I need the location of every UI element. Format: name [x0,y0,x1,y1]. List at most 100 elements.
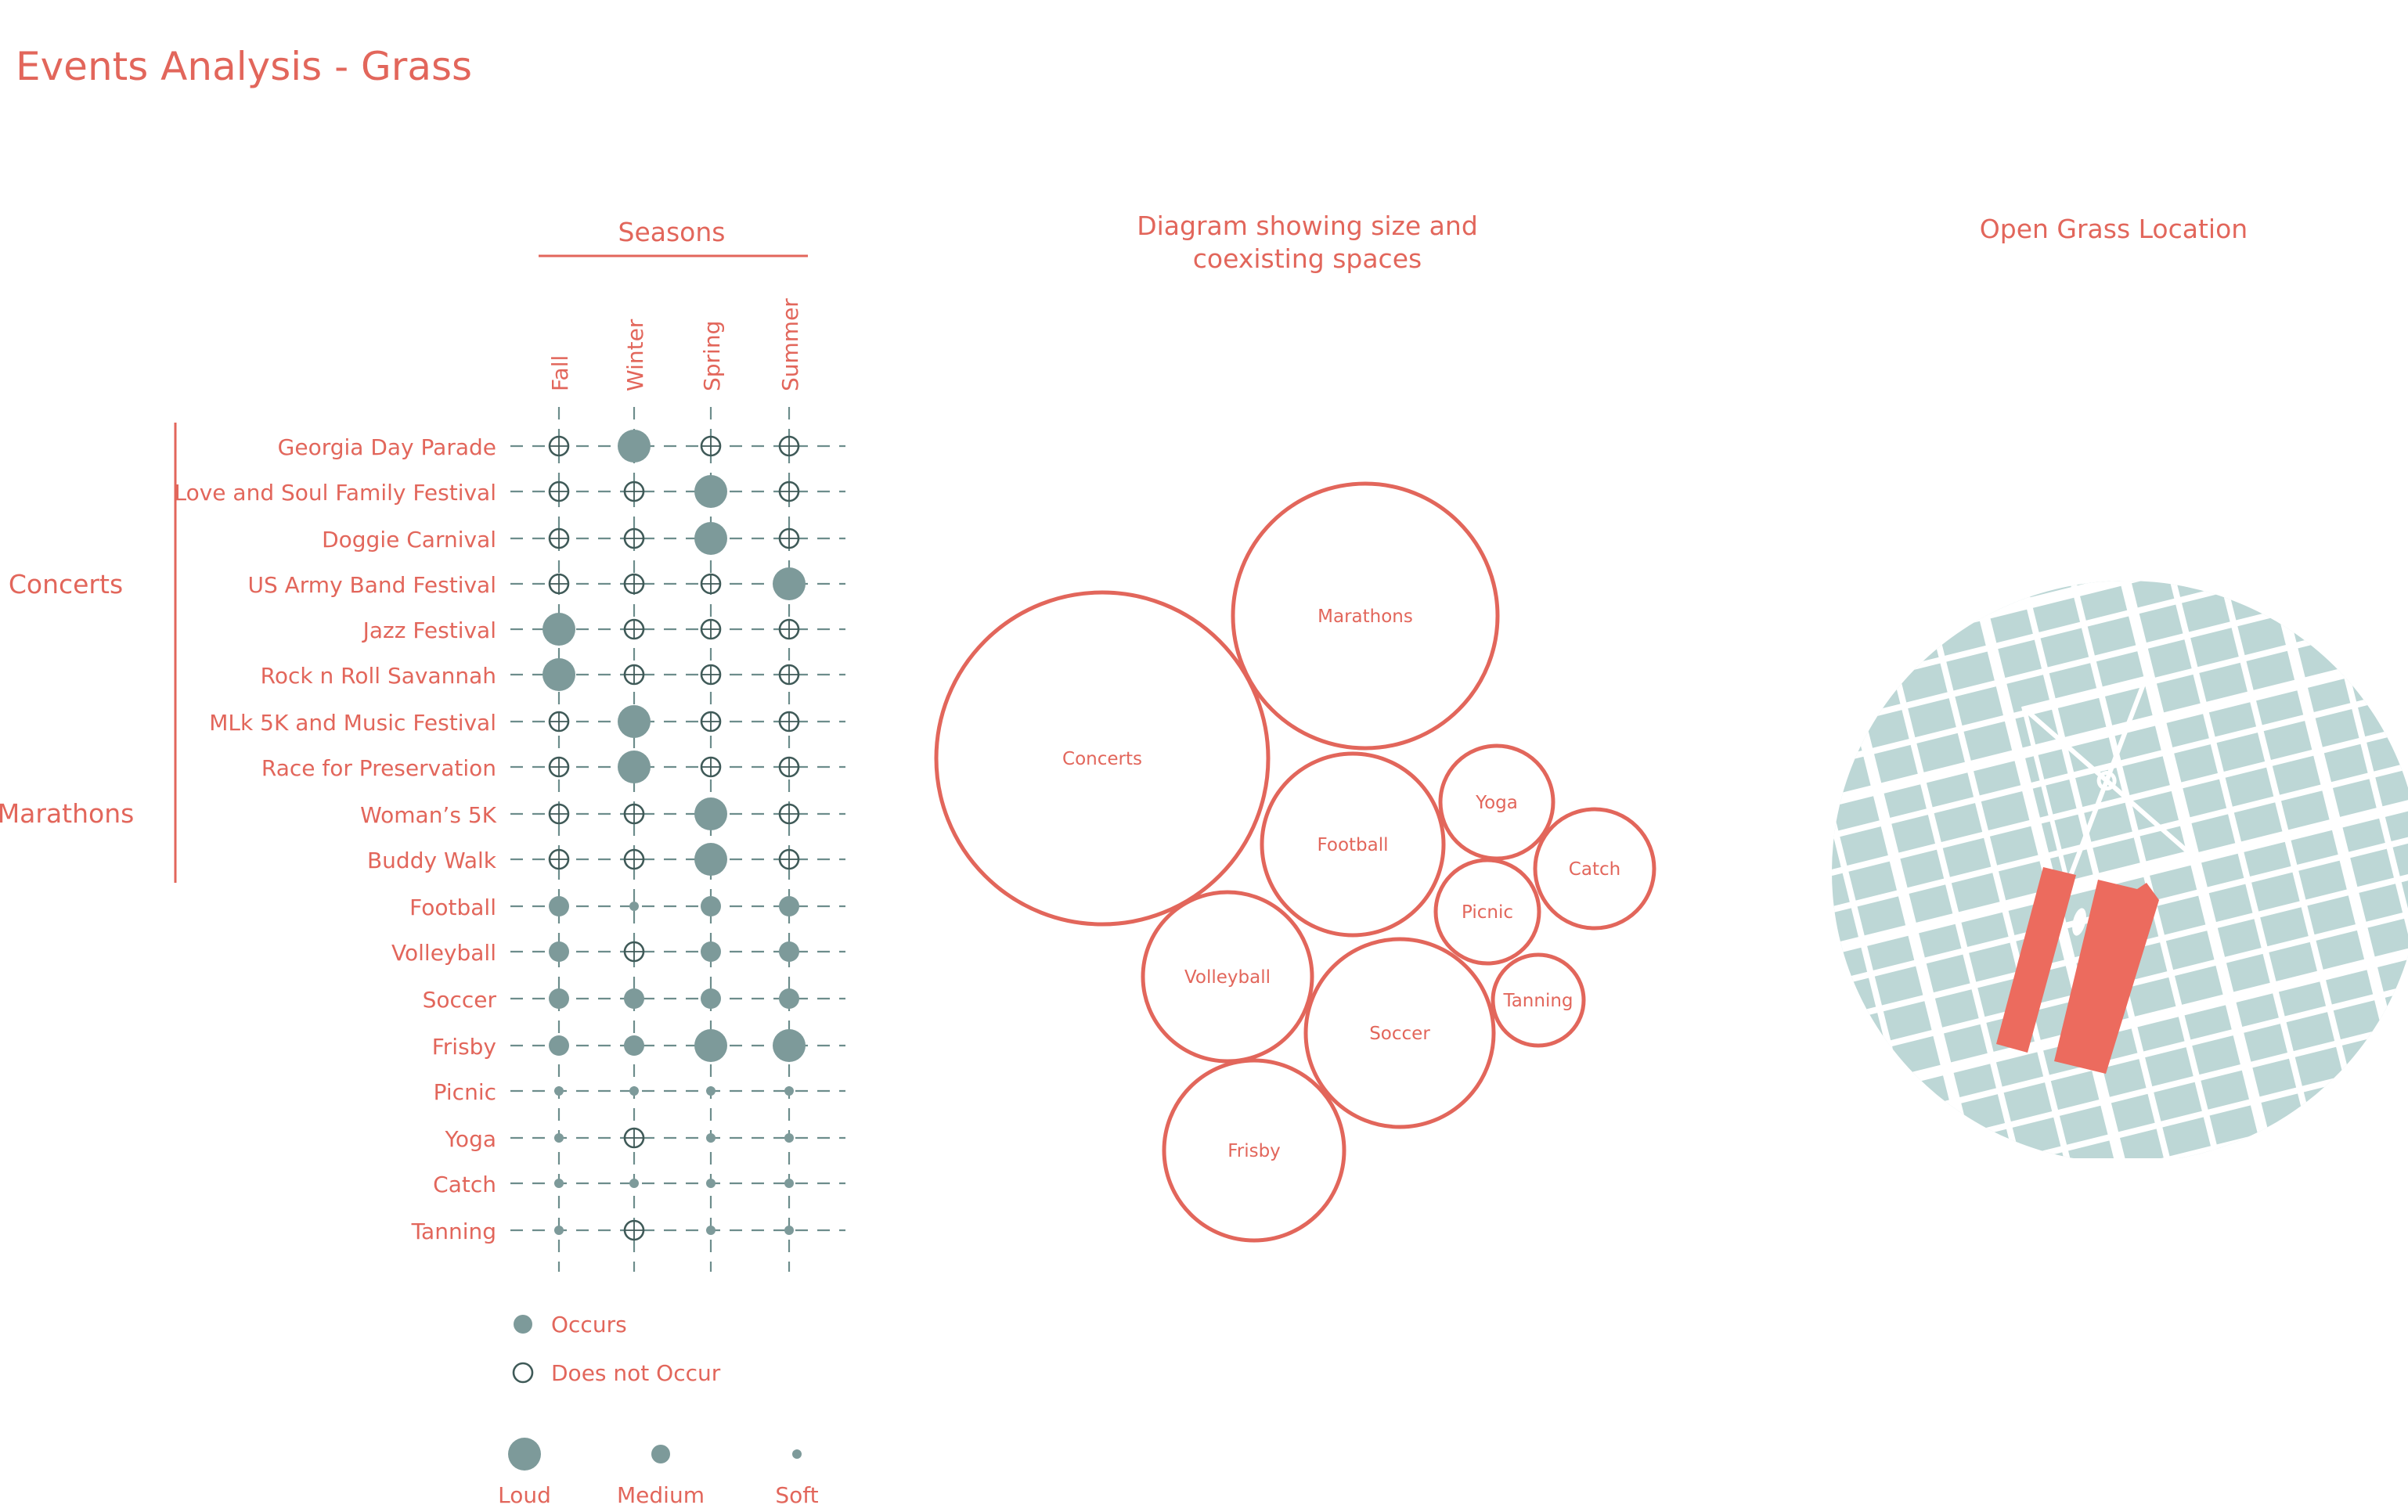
group-label: Concerts [9,569,123,599]
street [1832,864,2408,1079]
street [1832,581,1986,1158]
season-label-fall: Fall [547,355,573,391]
occurs-marker-loud [694,475,727,508]
occurs-marker-medium [549,941,569,962]
occurs-marker-medium [701,941,721,962]
seasons-matrix: Fall Winter Spring Summer Concerts Marathons G… [0,254,845,1508]
street [1832,794,2408,1010]
occurs-marker-medium [701,896,721,916]
open-grass-east [2054,880,2159,1074]
row-label: Frisby [432,1034,496,1060]
row-label: Catch [433,1172,496,1197]
occurs-marker-soft [554,1133,564,1143]
occurs-marker-medium [549,988,569,1009]
season-label-winter: Winter [622,319,648,391]
legend-occurs-label: Occurs [551,1312,627,1337]
occurs-marker-loud [694,522,727,555]
legend-medium-swatch [651,1445,670,1463]
occurs-marker-medium [549,1035,569,1056]
occurs-marker-loud [694,1029,727,1062]
diagram-header: Diagram showing size and coexisting spac… [1080,210,1534,275]
row-label: Doggie Carnival [322,527,496,553]
bubble-label-catch: Catch [1569,859,1620,880]
occurs-marker-soft [554,1179,564,1188]
park-path [2065,677,2148,884]
bubble-label-yoga: Yoga [1475,793,1518,813]
occurs-marker-soft [784,1086,794,1096]
open-grass-highlight [1996,867,2159,1074]
street [2072,581,2320,1158]
legend-loud-label: Loud [498,1482,551,1508]
street [1832,654,2408,869]
street [1884,581,2127,1158]
occurs-marker-soft [706,1133,716,1143]
legend-medium-label: Medium [617,1482,705,1508]
occurs-marker-loud [618,430,651,463]
street [2024,581,2269,1158]
bubble-label-football: Football [1317,835,1388,855]
bubble-label-frisby: Frisby [1227,1141,1281,1161]
site-map [1801,532,2408,1158]
season-label-summer: Summer [777,298,803,391]
row-label: Picnic [434,1079,496,1105]
group-label: Marathons [0,798,134,829]
bubble-tanning [1491,952,1586,1048]
bubble-frisby [1162,1058,1346,1243]
occurs-marker-soft [706,1226,716,1235]
street [1832,725,2408,940]
bubble-label-volleyball: Volleyball [1184,967,1271,988]
occurs-marker-loud [543,658,575,691]
legend-not-occur-label: Does not Occur [551,1360,721,1386]
occurs-marker-medium [779,941,799,962]
legend-loud-swatch [508,1438,541,1471]
street [1832,689,2408,905]
row-label: Woman’s 5K [360,802,497,828]
row-label: Soccer [423,987,497,1013]
occurs-marker-loud [694,797,727,830]
street [2260,581,2408,1158]
row-label: US Army Band Festival [247,572,496,598]
row-label: Race for Preservation [261,755,496,781]
bubble-label-marathons: Marathons [1318,607,1413,627]
occurs-marker-loud [773,1029,806,1062]
bubble-label-concerts: Concerts [1062,749,1142,769]
row-label: Tanning [411,1219,496,1244]
row-label: MLk 5K and Music Festival [209,710,496,736]
legend-occurs-swatch [514,1315,532,1334]
bubble-label-soccer: Soccer [1369,1024,1430,1044]
occurs-marker-medium [624,1035,644,1056]
bubble-yoga [1438,743,1555,861]
street [1832,620,2408,839]
page-title: Events Analysis - Grass [16,44,473,89]
season-label-spring: Spring [699,321,725,391]
bubble-marathons [1231,481,1500,751]
row-label: Georgia Day Parade [278,434,496,460]
occurs-marker-soft [706,1179,716,1188]
occurs-marker-soft [629,1086,639,1096]
street [1832,759,2408,979]
occurs-marker-medium [624,988,644,1009]
occurs-marker-medium [549,896,569,916]
legend-soft-label: Soft [775,1482,818,1508]
open-grass-west [1996,867,2076,1053]
occurs-marker-medium [779,896,799,916]
street [1801,532,2408,560]
occurs-marker-soft [784,1133,794,1143]
row-label: Buddy Walk [367,848,497,873]
bubble-label-picnic: Picnic [1462,902,1513,923]
seasons-header: Seasons [618,217,726,247]
street [1832,581,2408,590]
legend-soft-swatch [792,1449,802,1459]
bubble-catch [1533,807,1656,931]
occurs-marker-loud [773,567,806,600]
occurs-marker-medium [701,988,721,1009]
bubble-football [1260,751,1446,938]
occurs-marker-medium [779,988,799,1009]
occurs-marker-soft [706,1086,716,1096]
occurs-marker-soft [629,1179,639,1188]
row-label: Football [409,895,496,920]
diagram-header-line2: coexisting spaces [1192,243,1422,274]
bubble-label-tanning: Tanning [1502,991,1573,1011]
map-header: Open Grass Location [1979,214,2248,244]
